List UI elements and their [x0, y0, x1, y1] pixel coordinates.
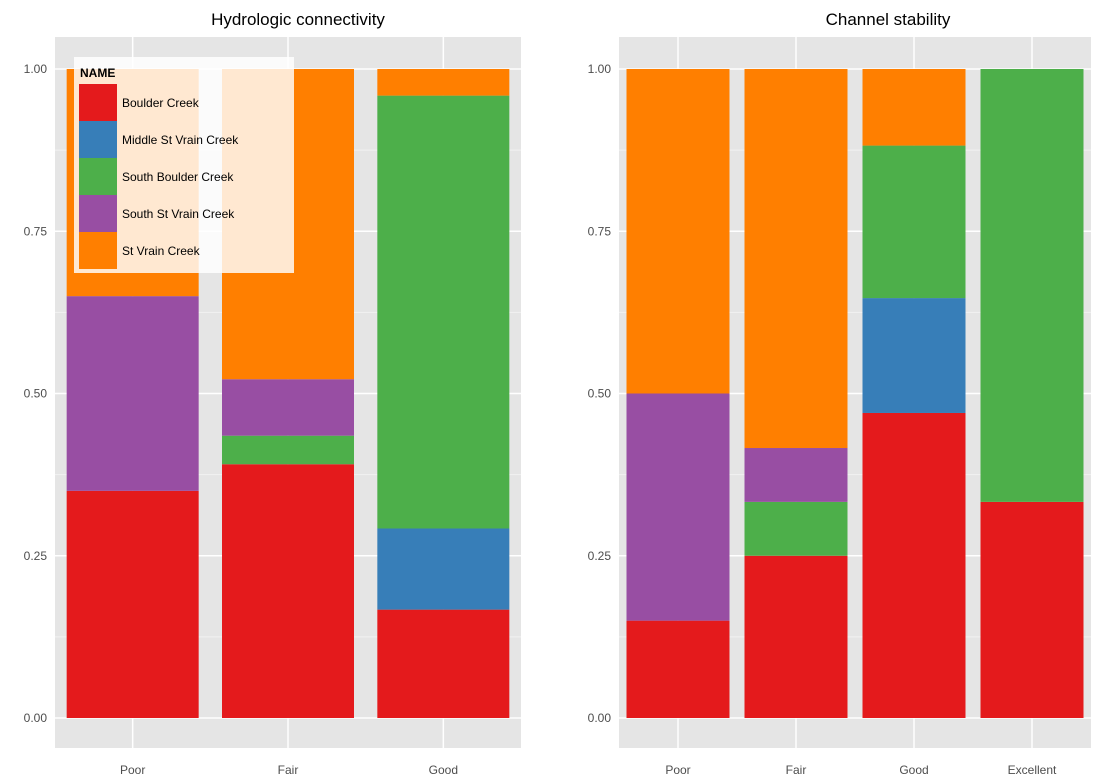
legend-label: Middle St Vrain Creek — [122, 133, 239, 147]
bar-segment — [222, 379, 354, 436]
legend-label: South St Vrain Creek — [122, 207, 235, 221]
bar-segment — [862, 298, 966, 413]
legend-title: NAME — [80, 66, 115, 80]
bar-segment — [862, 69, 966, 146]
bar-segment — [222, 435, 354, 465]
bar-segment — [980, 501, 1084, 718]
bar-segment — [626, 69, 730, 394]
chart-title: Channel stability — [826, 10, 951, 29]
chart-title: Hydrologic connectivity — [211, 10, 385, 29]
legend-key — [79, 195, 117, 232]
bar-segment — [980, 69, 1084, 502]
y-tick-label: 0.25 — [588, 549, 612, 563]
bar-segment — [744, 555, 848, 718]
y-tick-label: 0.75 — [24, 224, 48, 238]
y-tick-label: 0.50 — [588, 387, 612, 401]
bar-segment — [744, 448, 848, 502]
legend-label: South Boulder Creek — [122, 170, 234, 184]
y-tick-label: 0.75 — [588, 224, 612, 238]
bar-segment — [626, 393, 730, 621]
bar-segment — [66, 296, 199, 491]
panel-channel-stability: Channel stability 0.00 0.25 0.50 0.75 1.00 Po… — [588, 10, 1091, 777]
bar-segment — [66, 490, 199, 718]
y-tick-label: 0.50 — [24, 387, 48, 401]
x-tick-label: Poor — [665, 763, 690, 777]
bar-segment — [377, 95, 510, 529]
x-tick-label: Fair — [786, 763, 807, 777]
x-tick-label: Poor — [120, 763, 145, 777]
y-tick-label: 0.00 — [588, 711, 612, 725]
legend: NAME Boulder Creek Middle St Vrain Creek S… — [74, 57, 294, 273]
bar-segment — [744, 69, 848, 449]
bar-segment — [222, 464, 354, 718]
legend-key — [79, 84, 117, 121]
x-tick-label: Fair — [278, 763, 299, 777]
legend-label: St Vrain Creek — [122, 244, 201, 258]
y-tick-label: 0.25 — [24, 549, 48, 563]
y-tick-label: 0.00 — [24, 711, 48, 725]
legend-key — [79, 121, 117, 158]
bar-segment — [862, 412, 966, 718]
bar-segment — [377, 609, 510, 718]
bar-segment — [377, 528, 510, 610]
x-tick-label: Good — [429, 763, 458, 777]
legend-key — [79, 158, 117, 195]
bar-segment — [377, 69, 510, 96]
y-tick-label: 1.00 — [588, 62, 612, 76]
y-tick-label: 1.00 — [24, 62, 48, 76]
bar-segment — [626, 620, 730, 718]
legend-key — [79, 232, 117, 269]
legend-label: Boulder Creek — [122, 96, 200, 110]
x-tick-label: Excellent — [1008, 763, 1057, 777]
bar-segment — [862, 145, 966, 299]
bar-segment — [744, 501, 848, 556]
x-tick-label: Good — [899, 763, 928, 777]
